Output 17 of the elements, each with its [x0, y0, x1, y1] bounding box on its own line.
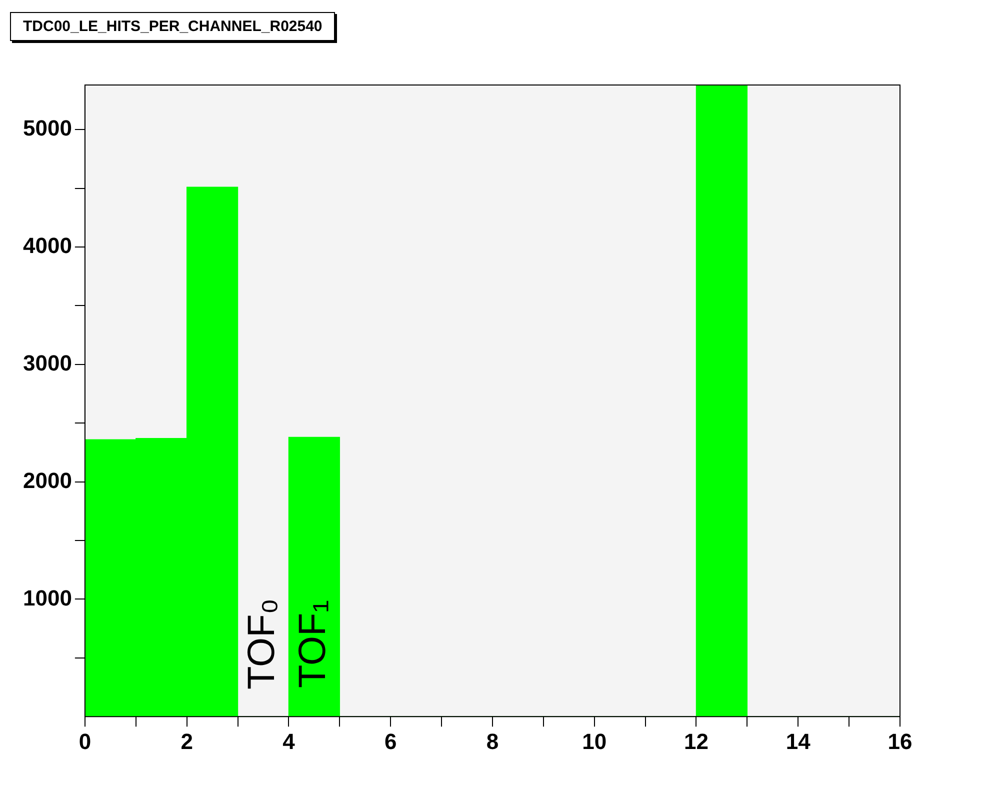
x-tick-label: 8 [486, 728, 499, 754]
x-tick-label: 6 [384, 728, 397, 754]
annotation: TOF₁ [292, 600, 334, 688]
y-tick-label: 1000 [22, 585, 72, 610]
y-tick-label: 2000 [22, 468, 72, 493]
x-tick-label: 0 [78, 728, 92, 754]
x-tick-label: 16 [888, 728, 912, 754]
y-tick-label: 4000 [22, 233, 72, 258]
y-tick-label: 5000 [22, 116, 72, 141]
y-tick-label: 3000 [22, 350, 72, 376]
x-tick-label: 12 [684, 728, 708, 754]
x-tick-label: 2 [180, 728, 193, 754]
annotation: TOF₀ [240, 598, 283, 690]
chart-title: TDC00_LE_HITS_PER_CHANNEL_R02540 [10, 12, 336, 41]
x-tick-label: 4 [282, 728, 296, 754]
x-tick-label: 10 [582, 728, 607, 754]
x-tick-label: 14 [786, 728, 812, 754]
